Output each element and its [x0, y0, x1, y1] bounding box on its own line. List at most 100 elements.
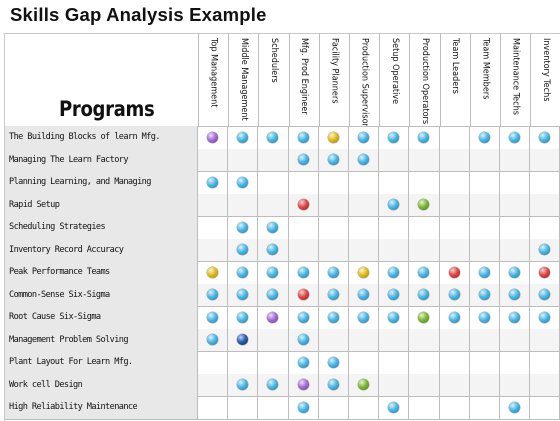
- matrix-cell: [409, 328, 440, 351]
- skill-dot-icon: [237, 176, 249, 188]
- skill-dot-icon: [207, 266, 219, 278]
- matrix-cell: [319, 126, 349, 149]
- matrix-cell: [289, 148, 319, 171]
- matrix-cell: [379, 351, 410, 374]
- program-label: Plant Layout For Learn Mfg.: [5, 351, 198, 374]
- matrix-cell: [440, 328, 470, 351]
- column-header-label: Inventory Techs: [540, 38, 551, 102]
- table-row: Scheduling Strategies: [5, 216, 560, 240]
- matrix-cell: [228, 238, 259, 261]
- matrix-cell: [319, 193, 349, 216]
- skill-dot-icon: [448, 289, 460, 301]
- matrix-cell: [349, 216, 380, 239]
- matrix-cell: [289, 193, 319, 216]
- table-row: Rapid Setup: [5, 193, 560, 217]
- skill-dot-icon: [207, 334, 219, 346]
- column-header: Production Supervisor: [349, 34, 381, 126]
- matrix-cell: [228, 351, 259, 374]
- matrix-cell: [500, 261, 531, 284]
- skill-dot-icon: [237, 289, 249, 301]
- matrix-cell: [440, 373, 470, 396]
- matrix-cell: [500, 328, 531, 351]
- skill-dot-icon: [237, 334, 249, 346]
- matrix-cell: [289, 171, 319, 194]
- column-header: Facility Planners: [319, 34, 350, 126]
- matrix-cell: [500, 306, 531, 329]
- skill-dot-icon: [297, 289, 309, 301]
- skill-dot-icon: [267, 221, 279, 233]
- column-header: Team Members: [470, 34, 501, 126]
- matrix-cell: [440, 126, 470, 149]
- matrix-cell: [470, 351, 500, 374]
- skill-dot-icon: [267, 379, 279, 391]
- program-label: Peak Performance Teams: [5, 261, 198, 284]
- skill-dot-icon: [237, 311, 249, 323]
- program-label: Managing The Learn Factory: [5, 148, 198, 171]
- column-header-label: Setup Operative: [389, 38, 400, 105]
- matrix-cell: [440, 193, 470, 216]
- skill-dot-icon: [418, 311, 430, 323]
- matrix-cell: [319, 328, 349, 351]
- matrix-cell: [379, 328, 410, 351]
- matrix-cell: [409, 193, 440, 216]
- matrix-cell: [289, 306, 319, 329]
- skill-dot-icon: [478, 289, 490, 301]
- matrix-cell: [379, 126, 410, 149]
- skill-dot-icon: [478, 311, 490, 323]
- skill-dot-icon: [388, 401, 400, 413]
- column-header: Schedulers: [258, 34, 290, 126]
- matrix-cell: [258, 306, 289, 329]
- matrix-cell: [198, 126, 229, 149]
- matrix-cell: [228, 328, 259, 351]
- matrix-cell: [349, 238, 380, 261]
- matrix-cell: [530, 283, 560, 306]
- matrix-cell: [409, 238, 440, 261]
- matrix-cell: [500, 126, 531, 149]
- matrix-cell: [440, 171, 470, 194]
- table-row: Inventory Record Accuracy: [5, 238, 560, 262]
- skill-dot-icon: [478, 131, 490, 143]
- matrix-cell: [198, 171, 229, 194]
- matrix-cell: [258, 238, 289, 261]
- program-label: The Building Blocks of learn Mfg.: [5, 126, 198, 149]
- matrix-cell: [228, 171, 259, 194]
- matrix-cell: [470, 238, 500, 261]
- matrix-cell: [500, 283, 531, 306]
- matrix-cell: [228, 261, 259, 284]
- skill-dot-icon: [297, 154, 309, 166]
- skill-dot-icon: [297, 266, 309, 278]
- table-row: Work cell Design: [5, 373, 560, 397]
- matrix-cell: [530, 171, 560, 194]
- matrix-cell: [409, 306, 440, 329]
- matrix-cell: [500, 351, 531, 374]
- matrix-cell: [500, 148, 531, 171]
- column-header-label: Maintenance Techs: [510, 38, 521, 115]
- matrix-cell: [409, 373, 440, 396]
- matrix-cell: [530, 238, 560, 261]
- matrix-cell: [228, 396, 259, 419]
- matrix-cell: [470, 283, 500, 306]
- table-row: Common-Sense Six-Sigma: [5, 283, 560, 307]
- column-header-label: Schedulers: [268, 38, 279, 83]
- matrix-cell: [198, 283, 229, 306]
- matrix-cell: [530, 396, 560, 419]
- program-label: Root Cause Six-Sigma: [5, 306, 198, 329]
- matrix-cell: [228, 126, 259, 149]
- matrix-cell: [470, 171, 500, 194]
- matrix-cell: [470, 306, 500, 329]
- column-header: Top Management: [198, 34, 230, 126]
- column-header: Mfg. Prod Engineer: [289, 34, 320, 126]
- matrix-cell: [228, 373, 259, 396]
- skill-dot-icon: [237, 266, 249, 278]
- matrix-cell: [379, 283, 410, 306]
- skill-dot-icon: [388, 131, 400, 143]
- matrix-cell: [500, 373, 531, 396]
- matrix-cell: [379, 148, 410, 171]
- matrix-cell: [258, 193, 289, 216]
- table-header: Programs Top Management Middle Management…: [5, 34, 560, 127]
- matrix-cell: [470, 396, 500, 419]
- matrix-cell: [409, 171, 440, 194]
- matrix-cell: [319, 261, 349, 284]
- matrix-cell: [470, 193, 500, 216]
- skill-dot-icon: [237, 244, 249, 256]
